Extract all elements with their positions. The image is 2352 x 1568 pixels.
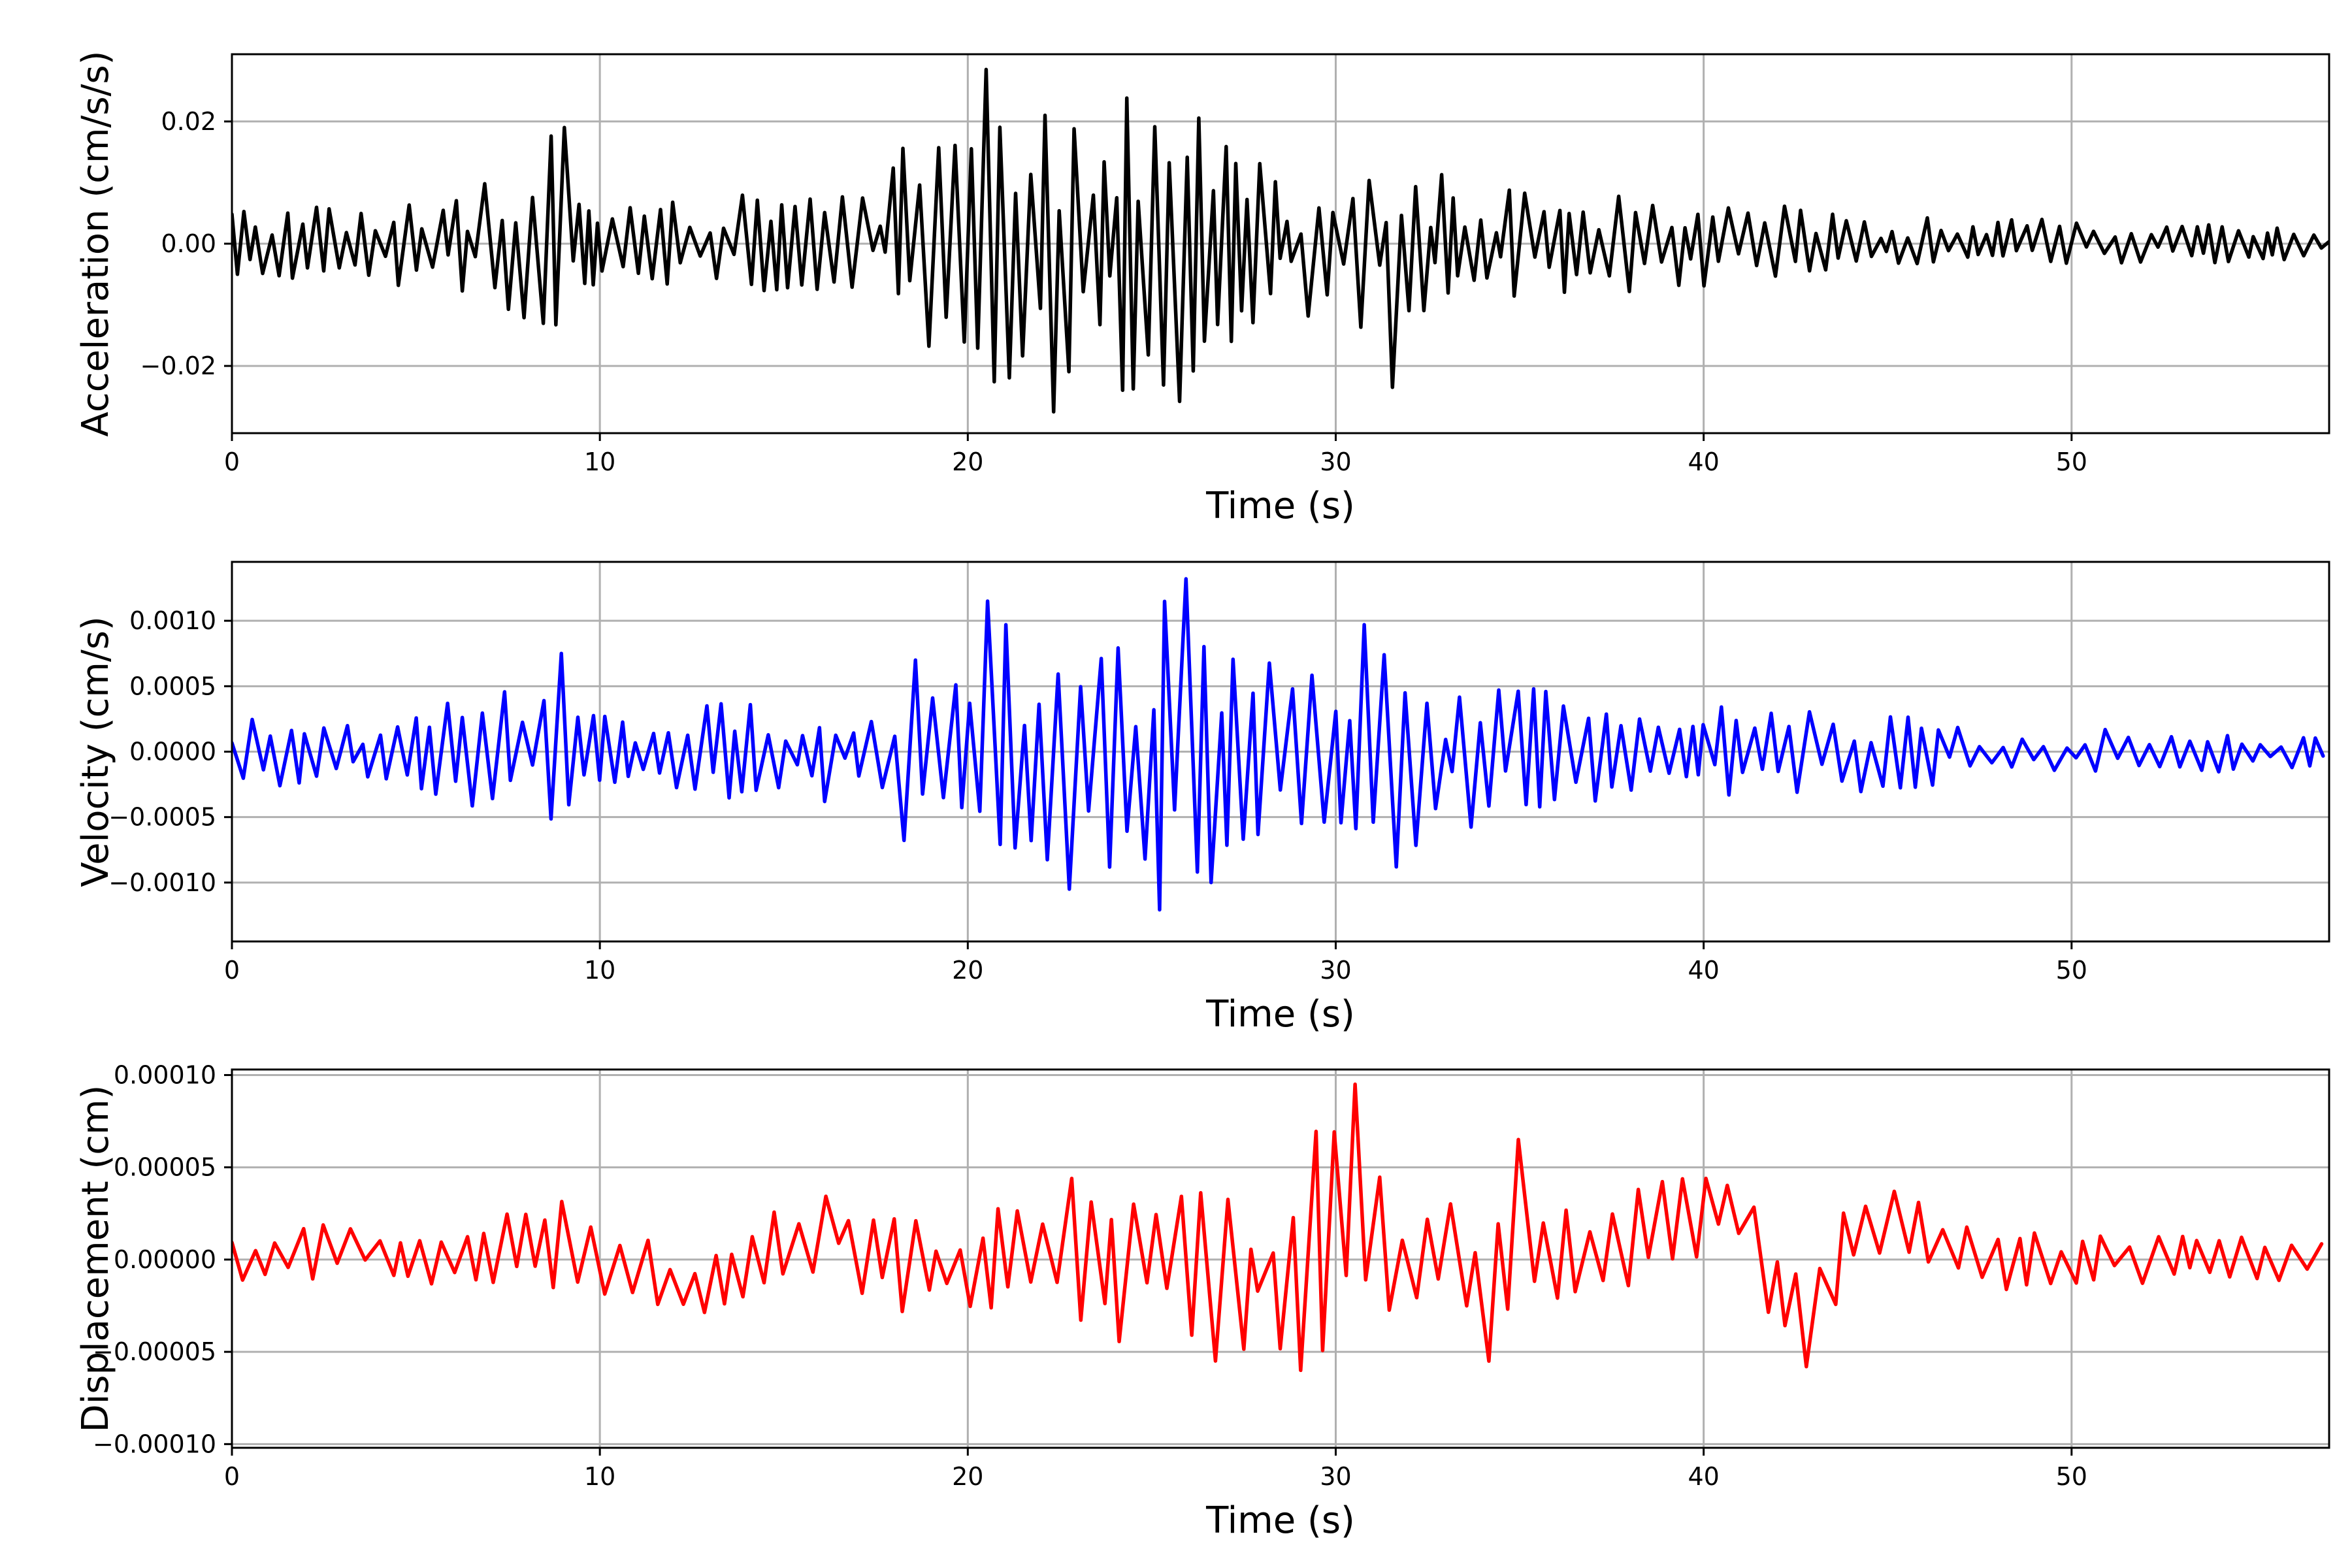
velocity-x-tick-label-1: 10	[584, 956, 615, 985]
acceleration-x-axis-label: Time (s)	[1205, 485, 1355, 527]
velocity-x-tick-label-5: 50	[2056, 956, 2087, 985]
displacement-x-axis-label: Time (s)	[1205, 1499, 1355, 1542]
acceleration-y-tick-label-0: −0.02	[140, 351, 216, 380]
velocity-x-axis-label: Time (s)	[1205, 993, 1355, 1036]
acceleration-y-tick-label-2: 0.02	[161, 107, 216, 136]
acceleration-series-line	[232, 67, 2329, 414]
displacement-y-tick-label-3: 0.00005	[114, 1153, 216, 1182]
velocity-y-tick-label-3: 0.0005	[129, 672, 216, 700]
displacement-ticks: 0 10 20 30 40 50 −0.00010 −0.00005 0.00000 0.0000…	[93, 1060, 2087, 1491]
acceleration-y-axis-label: Acceleration (cm/s/s)	[74, 51, 117, 437]
displacement-grid	[231, 1070, 2329, 1448]
velocity-y-tick-label-0: −0.0010	[108, 868, 216, 897]
displacement-y-tick-label-1: −0.00005	[93, 1337, 216, 1366]
velocity-y-tick-label-1: −0.0005	[108, 803, 216, 832]
displacement-panel: 0 10 20 30 40 50 −0.00010 −0.00005 0.00000 0.0000…	[74, 1060, 2330, 1542]
displacement-series-line	[232, 1082, 2324, 1373]
velocity-x-tick-label-3: 30	[1320, 956, 1351, 985]
acceleration-x-tick-label-3: 30	[1320, 448, 1351, 476]
displacement-y-axis-label: Displacement (cm)	[74, 1085, 117, 1433]
velocity-y-tick-label-4: 0.0010	[129, 606, 216, 635]
velocity-x-tick-label-2: 20	[952, 956, 983, 985]
displacement-x-tick-label-1: 10	[584, 1462, 615, 1491]
acceleration-panel: 0 10 20 30 40 50 −0.02 0.00 0.02 Time (s) Accele…	[74, 51, 2330, 527]
acceleration-y-tick-label-1: 0.00	[161, 229, 216, 258]
velocity-x-tick-label-0: 0	[224, 956, 240, 985]
velocity-y-tick-label-2: 0.0000	[129, 738, 216, 766]
acceleration-x-tick-label-1: 10	[584, 448, 615, 476]
displacement-y-tick-label-4: 0.00010	[114, 1060, 216, 1089]
displacement-x-tick-label-0: 0	[224, 1462, 240, 1491]
displacement-x-tick-label-4: 40	[1688, 1462, 1719, 1491]
velocity-ticks: 0 10 20 30 40 50 −0.0010 −0.0005 0.0000 0.0005 0.0…	[108, 606, 2087, 985]
acceleration-ticks: 0 10 20 30 40 50 −0.02 0.00 0.02	[140, 107, 2087, 476]
velocity-panel: 0 10 20 30 40 50 −0.0010 −0.0005 0.0000 0.0005 0.0…	[74, 561, 2330, 1036]
displacement-x-tick-label-3: 30	[1320, 1462, 1351, 1491]
velocity-y-axis-label: Velocity (cm/s)	[74, 616, 117, 887]
displacement-x-tick-label-5: 50	[2056, 1462, 2087, 1491]
acceleration-x-tick-label-5: 50	[2056, 448, 2087, 476]
acceleration-x-tick-label-4: 40	[1688, 448, 1719, 476]
velocity-series-line	[232, 577, 2325, 912]
displacement-y-tick-label-0: −0.00010	[93, 1429, 216, 1458]
acceleration-x-tick-label-0: 0	[224, 448, 240, 476]
velocity-x-tick-label-4: 40	[1688, 956, 1719, 985]
acceleration-x-tick-label-2: 20	[952, 448, 983, 476]
displacement-x-tick-label-2: 20	[952, 1462, 983, 1491]
displacement-y-tick-label-2: 0.00000	[114, 1245, 216, 1274]
